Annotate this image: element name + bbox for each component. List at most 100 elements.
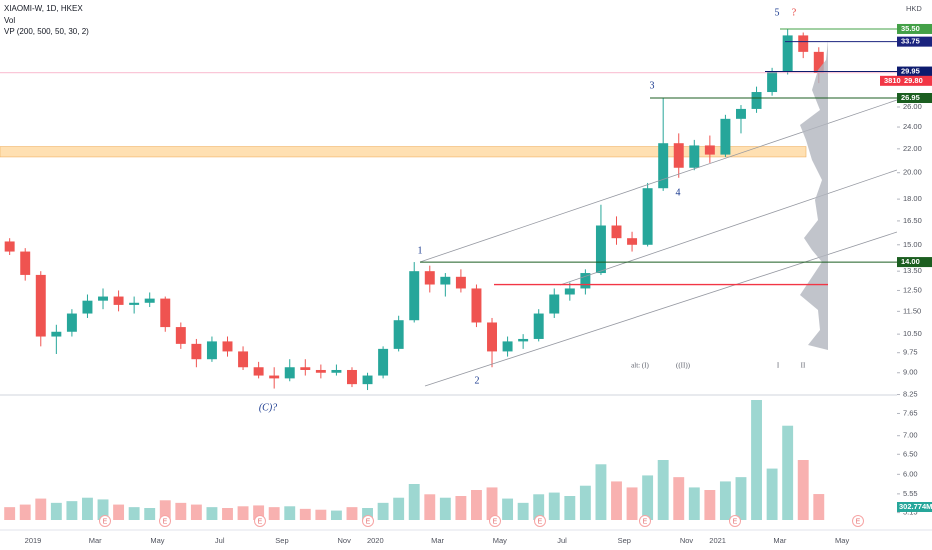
candle-body — [424, 271, 435, 285]
volume-bar — [82, 497, 93, 520]
candle-body — [751, 92, 762, 109]
y-tick-label: 6.50 — [903, 449, 918, 458]
y-tick-label: 20.00 — [903, 168, 922, 177]
x-tick-label: May — [835, 536, 849, 545]
wave-label: alt: (I) — [631, 362, 649, 370]
indicator-label: Vol — [4, 16, 15, 25]
volume-bar — [144, 508, 156, 520]
volume-bar — [657, 460, 669, 520]
earnings-marker — [159, 515, 171, 527]
earnings-label: E — [733, 518, 738, 525]
volume-bar — [315, 509, 327, 520]
candle-body — [300, 367, 311, 370]
earnings-marker — [534, 515, 546, 527]
volume-bar — [626, 487, 638, 520]
volume-bar — [268, 507, 280, 520]
candle-body — [471, 288, 482, 323]
level-badge — [897, 36, 932, 47]
candle-body — [689, 145, 700, 168]
earnings-marker — [852, 515, 864, 527]
candle-body — [736, 108, 746, 119]
level-label: 35.50 — [901, 24, 920, 33]
x-tick-label: Mar — [773, 536, 786, 545]
y-tick-label: 8.25 — [903, 390, 918, 399]
candle-body — [627, 238, 638, 245]
earnings-marker — [729, 515, 741, 527]
volume-bar — [66, 501, 78, 520]
earnings-label: E — [258, 518, 263, 525]
candle-body — [20, 251, 31, 275]
candle-body — [129, 302, 140, 305]
candle-body — [362, 375, 373, 385]
candle-body — [673, 143, 684, 168]
level-label: 14.00 — [901, 257, 920, 266]
volume-bar — [175, 502, 187, 520]
wave-label: 2 — [475, 375, 480, 386]
candle-body — [269, 375, 280, 379]
volume-bar — [704, 490, 716, 520]
x-tick-label: 2021 — [709, 536, 726, 545]
candle-body — [455, 276, 466, 289]
volume-bar — [719, 481, 731, 520]
volume-bar — [611, 481, 622, 520]
volume-bar — [190, 504, 202, 520]
y-tick-label: 26.00 — [903, 102, 922, 111]
volume-bar — [35, 498, 47, 520]
x-tick-label: May — [493, 536, 507, 545]
candle-body — [393, 320, 404, 349]
y-tick-label: 22.00 — [903, 144, 922, 153]
candle-body — [704, 145, 715, 155]
volume-bar — [253, 505, 265, 520]
level-badge — [897, 93, 932, 104]
y-tick-label: 9.75 — [903, 348, 918, 357]
x-tick-label: Sep — [275, 536, 288, 545]
volume-bar — [813, 494, 825, 520]
y-tick-label: 9.00 — [903, 368, 918, 377]
candle-body — [35, 274, 46, 337]
candle-body — [98, 296, 108, 301]
candle-body — [191, 343, 202, 360]
volume-bar — [97, 499, 109, 520]
volume-bar — [533, 494, 545, 520]
earnings-marker — [99, 515, 111, 527]
level-label: 26.95 — [901, 93, 920, 102]
volume-bar — [688, 487, 700, 520]
candle-body — [222, 341, 233, 352]
chart-title: XIAOMI-W, 1D, HKEX — [4, 4, 83, 13]
x-tick-label: Nov — [680, 536, 694, 545]
earnings-marker — [254, 515, 266, 527]
earnings-label: E — [856, 518, 861, 525]
last-price-label: 29.80 — [904, 76, 923, 85]
volume-bar — [751, 400, 762, 520]
candle-body — [533, 313, 544, 339]
earnings-label: E — [538, 518, 543, 525]
volume-label: 302.774M — [899, 502, 932, 511]
volume-bar — [766, 468, 778, 520]
volume-bar — [4, 507, 16, 520]
level-badge — [897, 257, 932, 268]
y-tick-label: 7.65 — [903, 408, 918, 417]
volume-bar — [159, 500, 171, 520]
volume-bar — [113, 504, 125, 520]
candle-body — [440, 276, 451, 285]
volume-bar — [782, 425, 794, 520]
volume-bar — [595, 464, 607, 520]
volume-bar — [502, 498, 514, 520]
level-badge — [897, 66, 932, 77]
candle-body — [315, 369, 326, 373]
volume-bar — [673, 477, 685, 520]
candle-body — [487, 322, 497, 352]
level-label: 33.75 — [901, 37, 920, 46]
earnings-label: E — [643, 518, 648, 525]
earnings-label: E — [163, 518, 168, 525]
y-tick-label: 18.00 — [903, 194, 922, 203]
x-tick-label: Mar — [431, 536, 444, 545]
candle-body — [767, 71, 778, 93]
candle-body — [331, 369, 342, 373]
volume-profile — [800, 40, 828, 350]
candle-body — [160, 298, 171, 328]
candle-body — [409, 271, 420, 321]
candle-body — [51, 331, 62, 337]
candle-body — [175, 327, 186, 344]
